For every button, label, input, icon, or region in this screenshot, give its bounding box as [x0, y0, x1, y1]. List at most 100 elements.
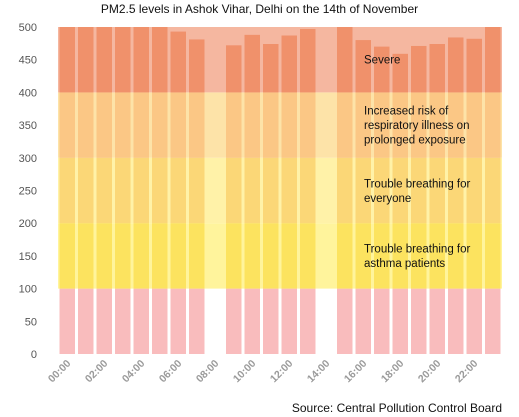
- bar: [466, 38, 482, 354]
- bar-segment: [429, 44, 445, 93]
- y-tick-label: 300: [19, 153, 37, 165]
- bar-segment: [374, 92, 390, 158]
- bar: [392, 53, 408, 354]
- bar-segment: [411, 45, 427, 93]
- x-tick-label: 10:00: [231, 358, 259, 386]
- bar-segment: [355, 223, 371, 289]
- bar: [133, 27, 149, 354]
- x-tick-label: 04:00: [120, 358, 148, 386]
- band-background: [58, 288, 502, 354]
- x-tick-label: 08:00: [194, 358, 222, 386]
- bar-segment: [411, 92, 427, 158]
- bar-segment: [115, 92, 131, 158]
- bar-segment: [263, 157, 279, 224]
- bar-segment: [244, 34, 260, 93]
- chart-title: PM2.5 levels in Ashok Vihar, Delhi on th…: [101, 2, 418, 16]
- bar-segment: [152, 92, 168, 158]
- bar: [281, 35, 297, 354]
- bar-segment: [78, 223, 94, 289]
- bar-segment: [485, 92, 501, 158]
- x-tick-label: 22:00: [453, 358, 481, 386]
- bar: [244, 34, 260, 354]
- bar-segment: [355, 40, 371, 93]
- bar-segment: [392, 92, 408, 158]
- bar-segment: [59, 157, 75, 224]
- bar-segment: [466, 157, 482, 224]
- bar-segment: [300, 157, 316, 224]
- bar-segment: [300, 92, 316, 158]
- bar-segment: [337, 27, 353, 93]
- bar-segment: [448, 92, 464, 158]
- bar: [429, 44, 445, 354]
- bar-segment: [170, 223, 186, 289]
- bar-segment: [226, 223, 242, 289]
- bar-segment: [133, 223, 149, 289]
- bar-segment: [355, 92, 371, 158]
- bar-segment: [337, 92, 353, 158]
- bar-segment: [96, 92, 112, 158]
- band-background-layer: [58, 27, 502, 354]
- bar-segment: [281, 92, 297, 158]
- bar-segment: [263, 44, 279, 93]
- bar-segment: [485, 288, 501, 354]
- bar-segment: [152, 223, 168, 289]
- bar-segment: [485, 223, 501, 289]
- y-axis: 0 50 100 150 200 250 300 350 400 450 500: [19, 22, 37, 361]
- bar-segment: [392, 53, 408, 93]
- bar: [152, 27, 168, 354]
- bar-segment: [411, 223, 427, 289]
- bar-segment: [189, 288, 205, 354]
- bar: [411, 45, 427, 354]
- bar-segment: [429, 157, 445, 224]
- bar: [78, 27, 94, 354]
- bar-segment: [115, 157, 131, 224]
- bar-segment: [392, 223, 408, 289]
- bar-segment: [96, 27, 112, 93]
- bar-segment: [374, 288, 390, 354]
- bar: [374, 46, 390, 354]
- bar-segment: [59, 223, 75, 289]
- bar-segment: [281, 288, 297, 354]
- bar-segment: [115, 288, 131, 354]
- bar-segment: [78, 27, 94, 93]
- x-tick-label: 16:00: [342, 358, 370, 386]
- bar: [170, 31, 186, 354]
- bar-segment: [429, 92, 445, 158]
- bar-segment: [170, 92, 186, 158]
- bar-segment: [96, 157, 112, 224]
- bar-segment: [300, 223, 316, 289]
- bar-segment: [337, 223, 353, 289]
- bar-segment: [152, 157, 168, 224]
- x-tick-label: 20:00: [416, 358, 444, 386]
- bar-segment: [152, 27, 168, 93]
- bar-segment: [263, 223, 279, 289]
- bar-segment: [189, 223, 205, 289]
- bar-segment: [170, 288, 186, 354]
- y-tick-label: 450: [19, 55, 37, 67]
- bar-segment: [300, 28, 316, 93]
- bar-segment: [300, 288, 316, 354]
- bar-segment: [78, 92, 94, 158]
- bar-segment: [115, 223, 131, 289]
- y-tick-label: 50: [25, 316, 37, 328]
- bar-segment: [133, 157, 149, 224]
- bar-segment: [448, 157, 464, 224]
- band-background: [58, 92, 502, 158]
- y-tick-label: 250: [19, 186, 37, 198]
- bar-segment: [466, 38, 482, 93]
- bar-segment: [466, 92, 482, 158]
- bar-segment: [355, 157, 371, 224]
- bar: [300, 28, 316, 354]
- y-tick-label: 150: [19, 251, 37, 263]
- bar: [448, 37, 464, 354]
- bar-segment: [448, 223, 464, 289]
- bar-segment: [133, 27, 149, 93]
- bar: [263, 44, 279, 354]
- x-axis: 00:00 02:00 04:00 06:00 08:00 10:00 12:00 14:00…: [46, 358, 481, 386]
- x-tick-label: 14:00: [305, 358, 333, 386]
- x-tick-label: 00:00: [46, 358, 74, 386]
- x-tick-label: 06:00: [157, 358, 185, 386]
- bar-segment: [263, 92, 279, 158]
- x-tick-label: 12:00: [268, 358, 296, 386]
- bar-segment: [281, 157, 297, 224]
